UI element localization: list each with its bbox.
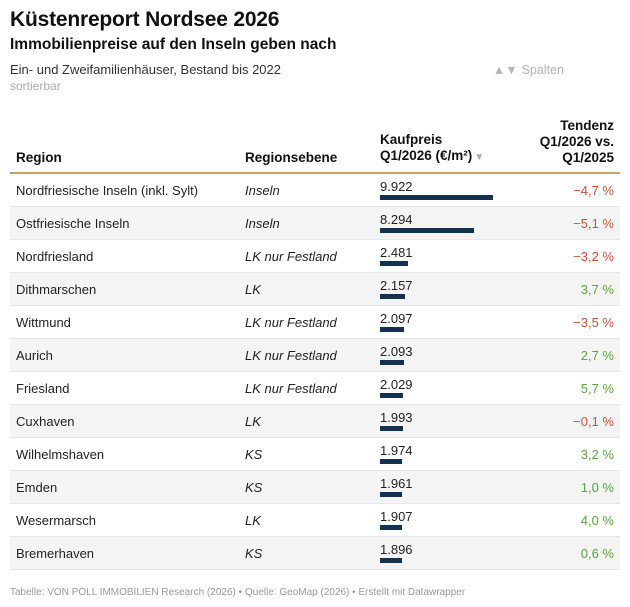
cell-region: Nordfriesland [16,249,94,264]
kaufpreis-bar [380,228,474,233]
cell-tendenz: −4,7 % [573,183,614,198]
cell-kaufpreis-label: 2.029 [380,377,413,392]
cell-tendenz: 4,0 % [580,513,614,528]
chart-description: Ein- und Zweifamilienhäuser, Bestand bis… [10,62,281,77]
cell-kaufpreis-label: 2.157 [380,278,413,293]
table-row: Cuxhaven LK 1.993 −0,1 % [10,405,620,438]
header-rule [10,172,620,174]
column-header-region[interactable]: Region [16,150,62,165]
cell-kaufpreis-label: 1.974 [380,443,413,458]
cell-regionsebene: LK nur Festland [245,348,337,363]
cell-regionsebene: KS [245,447,263,462]
cell-region: Cuxhaven [16,414,75,429]
cell-tendenz: −5,1 % [573,216,614,231]
kaufpreis-bar [380,294,405,299]
kaufpreis-bar [380,558,402,563]
kaufpreis-bar [380,492,402,497]
cell-regionsebene: LK nur Festland [245,315,337,330]
table-row: Ostfriesische Inseln Inseln 8.294 −5,1 % [10,207,620,240]
cell-regionsebene: Inseln [245,183,280,198]
column-header-regionsebene[interactable]: Regionsebene [245,150,338,165]
kaufpreis-bar [380,327,404,332]
cell-regionsebene: LK [245,414,261,429]
cell-region: Aurich [16,348,53,363]
kaufpreis-bar [380,261,408,266]
column-header-tendenz-line1: Tendenz [560,118,614,133]
kaufpreis-bar [380,360,404,365]
cell-region: Dithmarschen [16,282,97,297]
cell-kaufpreis-label: 1.907 [380,509,413,524]
cell-region: Wesermarsch [16,513,96,528]
column-header-kaufpreis-line2: Q1/2026 (€/m²) [380,148,473,163]
kaufpreis-bar [380,426,403,431]
cell-regionsebene: LK [245,282,261,297]
cell-kaufpreis-label: 2.481 [380,245,413,260]
column-header-kaufpreis[interactable]: Kaufpreis Q1/2026 (€/m²) ▼ [380,132,484,166]
table-row: Aurich LK nur Festland 2.093 2,7 % [10,339,620,372]
chart-subtitle: Immobilienpreise auf den Inseln geben na… [10,36,337,53]
sort-arrows-icon: ▲▼ [492,63,518,77]
table-row: Wittmund LK nur Festland 2.097 −3,5 % [10,306,620,339]
cell-tendenz: 3,7 % [580,282,614,297]
cell-tendenz: 1,0 % [580,480,614,495]
cell-region: Ostfriesische Inseln [16,216,130,231]
columns-button[interactable]: ▲▼ Spalten [493,63,564,77]
table-row: Dithmarschen LK 2.157 3,7 % [10,273,620,306]
column-header-tendenz[interactable]: Tendenz Q1/2026 vs. Q1/2025 [540,118,614,166]
cell-tendenz: 2,7 % [580,348,614,363]
cell-region: Nordfriesische Inseln (inkl. Sylt) [16,183,199,198]
chart-title: Küstenreport Nordsee 2026 [10,8,280,31]
cell-kaufpreis-label: 1.993 [380,410,413,425]
table-body: Nordfriesische Inseln (inkl. Sylt) Inseln… [10,174,620,570]
table-row: Wilhelmshaven KS 1.974 3,2 % [10,438,620,471]
cell-regionsebene: LK nur Festland [245,381,337,396]
kaufpreis-bar [380,195,493,200]
cell-tendenz: −3,5 % [573,315,614,330]
cell-region: Emden [16,480,58,495]
sort-descending-icon: ▼ [474,152,485,163]
table-row: Wesermarsch LK 1.907 4,0 % [10,504,620,537]
cell-tendenz: −0,1 % [573,414,614,429]
columns-button-label: Spalten [521,63,564,77]
column-header-kaufpreis-line1: Kaufpreis [380,132,443,147]
column-header-tendenz-line2: Q1/2026 vs. [539,134,614,149]
kaufpreis-bar [380,459,402,464]
cell-kaufpreis-label: 8.294 [380,212,413,227]
sortable-note: sortierbar [10,79,61,93]
cell-region: Wilhelmshaven [16,447,105,462]
cell-region: Wittmund [16,315,71,330]
cell-tendenz: 0,6 % [580,546,614,561]
cell-regionsebene: KS [245,480,263,495]
table-row: Bremerhaven KS 1.896 0,6 % [10,537,620,570]
cell-region: Bremerhaven [16,546,95,561]
cell-regionsebene: Inseln [245,216,280,231]
cell-kaufpreis-label: 2.097 [380,311,413,326]
table-row: Nordfriesland LK nur Festland 2.481 −3,2 % [10,240,620,273]
table-row: Emden KS 1.961 1,0 % [10,471,620,504]
chart-footer: Tabelle: VON POLL IMMOBILIEN Research (2… [10,587,466,598]
kaufpreis-bar [380,393,403,398]
table-header: Region Regionsebene Kaufpreis Q1/2026 (€… [0,116,630,172]
cell-tendenz: 3,2 % [580,447,614,462]
cell-regionsebene: LK nur Festland [245,249,337,264]
table-row: Nordfriesische Inseln (inkl. Sylt) Inseln… [10,174,620,207]
cell-regionsebene: LK [245,513,261,528]
cell-tendenz: −3,2 % [573,249,614,264]
cell-kaufpreis-label: 1.961 [380,476,413,491]
cell-kaufpreis-label: 2.093 [380,344,413,359]
cell-kaufpreis-label: 1.896 [380,542,413,557]
cell-regionsebene: KS [245,546,263,561]
column-header-tendenz-line3: Q1/2025 [562,150,614,165]
cell-region: Friesland [16,381,70,396]
cell-kaufpreis-label: 9.922 [380,179,413,194]
cell-tendenz: 5,7 % [580,381,614,396]
kaufpreis-bar [380,525,402,530]
table-row: Friesland LK nur Festland 2.029 5,7 % [10,372,620,405]
